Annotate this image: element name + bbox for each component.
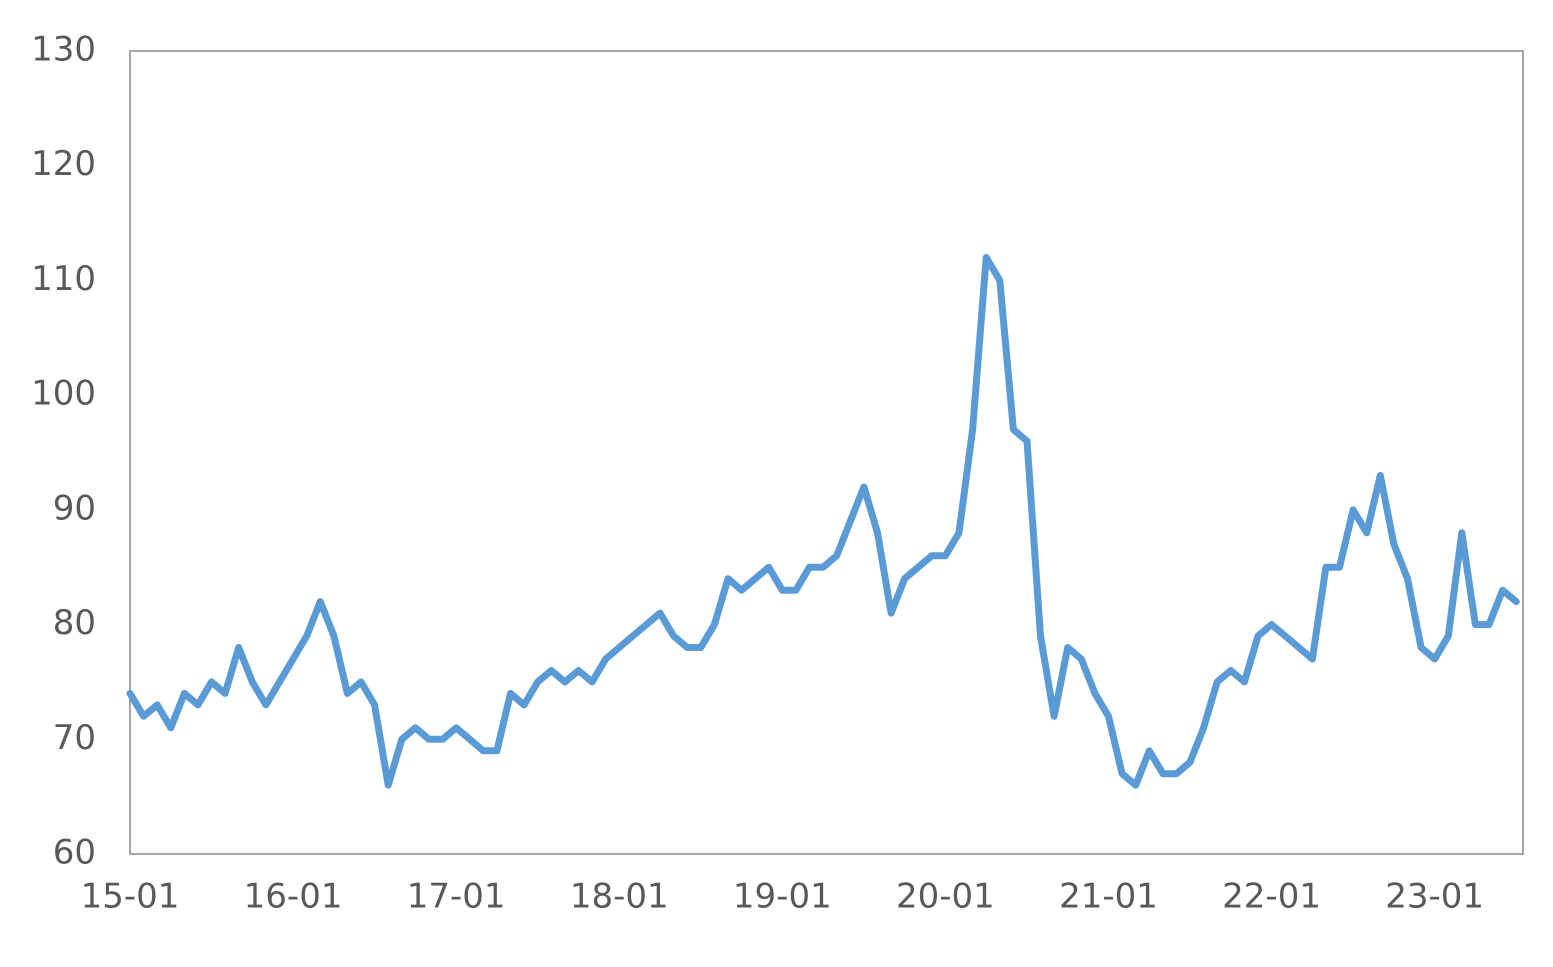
x-tick-label: 23-01: [1385, 877, 1484, 917]
x-tick-label: 15-01: [81, 877, 180, 917]
x-tick-label: 20-01: [896, 877, 995, 917]
line-series: [126, 254, 1520, 789]
y-tick-label: 130: [31, 30, 96, 70]
x-tick-label: 16-01: [244, 877, 343, 917]
x-tick-label: 19-01: [733, 877, 832, 917]
x-tick-label: 18-01: [570, 877, 669, 917]
y-tick-label: 100: [31, 374, 96, 414]
y-tick-label: 80: [53, 603, 96, 643]
x-tick-label: 22-01: [1222, 877, 1321, 917]
y-tick-label: 70: [53, 718, 96, 758]
y-tick-label: 90: [53, 488, 96, 528]
y-tick-label: 60: [53, 833, 96, 873]
y-tick-label: 120: [31, 144, 96, 184]
plot-frame: [129, 50, 1524, 855]
x-tick-label: 21-01: [1059, 877, 1158, 917]
y-tick-label: 110: [31, 259, 96, 299]
x-tick-label: 17-01: [407, 877, 506, 917]
